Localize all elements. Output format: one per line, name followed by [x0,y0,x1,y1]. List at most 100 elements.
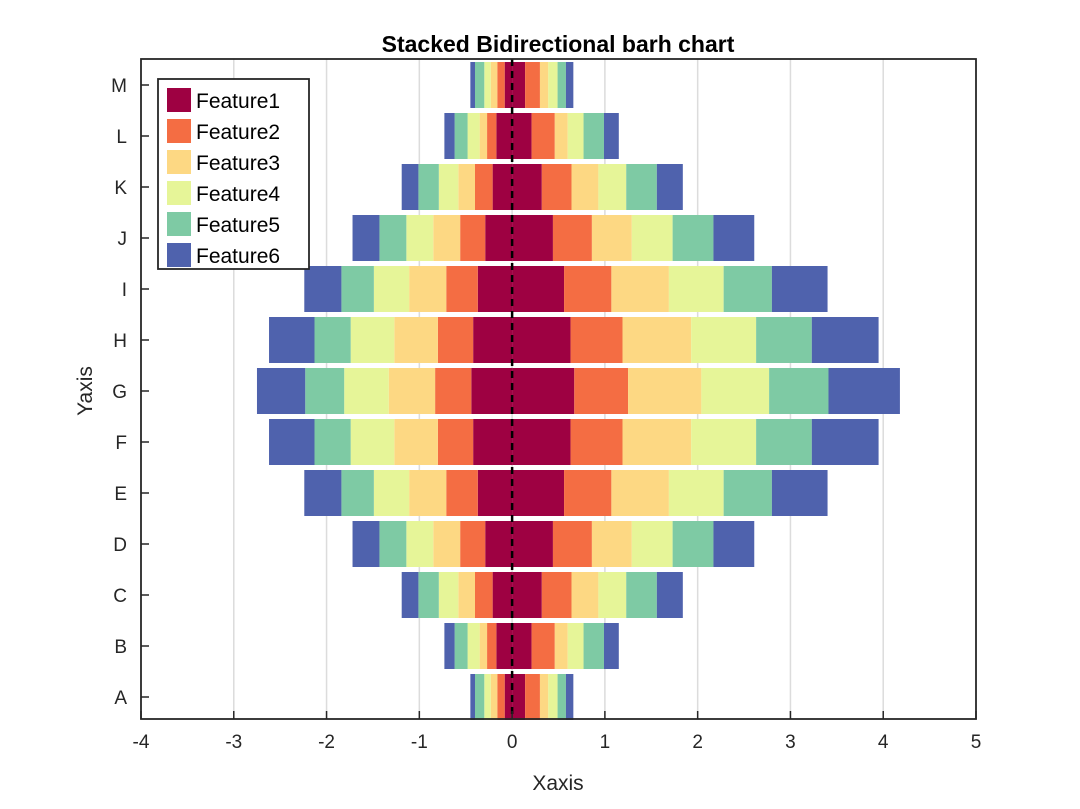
bar-I-feature6-left [304,266,342,312]
bar-D-feature1-left [485,521,513,567]
bar-K-feature4-right [598,164,627,210]
bar-C-feature3-right [571,572,599,618]
bar-H-feature4-left [350,317,395,363]
bar-K-feature5-left [418,164,439,210]
bar-H-feature1-right [512,317,571,363]
bar-C-feature4-left [438,572,459,618]
legend-label-feature5: Feature5 [196,214,280,237]
bar-K-feature6-right [656,164,683,210]
bar-A-feature1-left [504,674,513,720]
bar-F-feature4-left [350,419,395,465]
bar-A-feature4-left [484,674,491,720]
bar-K-feature4-left [438,164,459,210]
bar-C-feature6-left [401,572,419,618]
bar-M-feature1-right [512,62,526,108]
bar-D-feature3-right [591,521,632,567]
bar-J-feature3-left [433,215,461,261]
bar-H-feature2-right [570,317,623,363]
bar-I-feature3-right [611,266,669,312]
bar-F-feature5-right [756,419,812,465]
y-axis-title: Yaxis [74,366,97,416]
legend-label-feature3: Feature3 [196,152,280,175]
bar-H-feature6-left [269,317,315,363]
y-tick-label: A [114,688,127,709]
bar-A-feature6-right [565,674,574,720]
bar-I-feature1-right [512,266,565,312]
bar-I-feature3-left [409,266,447,312]
y-tick-label: C [113,586,127,607]
legend-swatch-feature5 [167,212,191,236]
bar-H-feature5-left [314,317,351,363]
chart-title: Stacked Bidirectional barh chart [382,31,735,57]
bar-K-feature3-right [571,164,599,210]
legend-label-feature2: Feature2 [196,121,280,144]
bar-K-feature6-left [401,164,419,210]
bar-M-feature5-left [475,62,485,108]
bar-L-feature4-left [467,113,480,159]
bar-A-feature6-left [470,674,475,720]
bar-I-feature4-right [668,266,724,312]
bar-B-feature1-left [496,623,513,669]
bar-B-feature5-left [454,623,468,669]
bar-B-feature4-right [567,623,584,669]
x-tick-label: -3 [225,732,242,753]
bar-M-feature4-left [484,62,491,108]
bar-L-feature2-right [531,113,555,159]
bar-I-feature5-left [341,266,374,312]
bar-M-feature6-left [470,62,475,108]
bar-G-feature5-right [769,368,829,414]
legend-swatch-feature4 [167,181,191,205]
bar-C-feature2-right [541,572,572,618]
x-tick-label: 4 [878,732,889,753]
bar-L-feature6-left [444,113,455,159]
bar-B-feature5-right [583,623,604,669]
bar-G-feature6-left [256,368,306,414]
bar-J-feature1-left [485,215,513,261]
y-tick-label: I [122,280,127,301]
x-tick-label: 0 [507,732,518,753]
x-tick-label: -2 [318,732,335,753]
legend-swatch-feature3 [167,150,191,174]
bar-J-feature6-right [713,215,755,261]
bar-A-feature5-right [557,674,566,720]
bar-E-feature4-left [373,470,410,516]
bar-B-feature6-left [444,623,455,669]
legend: Feature1 Feature2 Feature3 Feature4 Feature5… [157,78,310,270]
bar-M-feature2-right [525,62,540,108]
legend-label-feature1: Feature1 [196,90,280,113]
bar-M-feature6-right [565,62,574,108]
y-tick-label: D [113,535,127,556]
bar-L-feature1-left [496,113,513,159]
bar-D-feature2-left [460,521,486,567]
ticks: -4 -3 -2 -1 0 1 2 3 4 5 A B C D E F G H I J K L M [111,76,981,753]
bar-F-feature4-right [691,419,757,465]
bar-G-feature2-right [574,368,629,414]
bar-J-feature5-left [379,215,407,261]
bar-B-feature2-left [487,623,497,669]
x-tick-label: 1 [600,732,611,753]
bar-E-feature6-right [771,470,828,516]
bar-G-feature6-right [828,368,900,414]
bar-E-feature6-left [304,470,342,516]
bar-F-feature1-left [473,419,513,465]
axes-box [140,58,977,720]
bar-E-feature2-left [446,470,478,516]
bar-L-feature3-right [554,113,568,159]
bar-C-feature2-left [475,572,493,618]
bar-J-feature5-right [672,215,714,261]
bar-E-feature2-right [564,470,612,516]
bar-L-feature4-right [567,113,584,159]
bar-M-feature1-left [504,62,513,108]
bar-I-feature2-left [446,266,478,312]
bar-E-feature5-right [723,470,772,516]
bar-F-feature6-left [269,419,315,465]
bar-A-feature3-left [490,674,498,720]
x-tick-label: -1 [411,732,428,753]
bar-D-feature5-left [379,521,407,567]
bar-I-feature1-left [477,266,513,312]
bar-I-feature5-right [723,266,772,312]
bar-D-feature3-left [433,521,461,567]
bar-G-feature2-left [435,368,472,414]
legend-swatch-feature6 [167,243,191,267]
bar-J-feature4-right [631,215,673,261]
